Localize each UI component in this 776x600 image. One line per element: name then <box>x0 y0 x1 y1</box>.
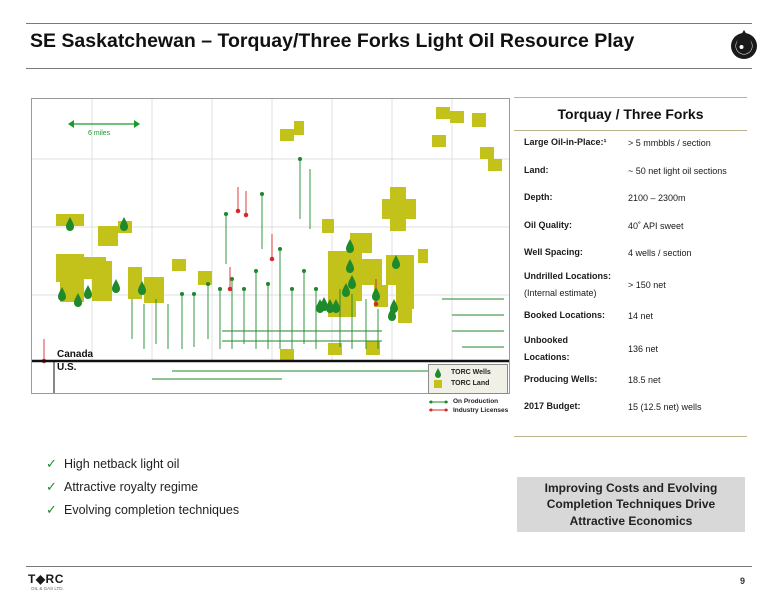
row-label: Large Oil-in-Place:¹ <box>524 134 628 151</box>
scale-bar-left-arrow-icon <box>68 120 74 128</box>
torc-land-parcels <box>56 107 502 361</box>
row-label: Booked Locations: <box>524 307 628 324</box>
row-budget: 2017 Budget: 15 (12.5 net) wells <box>524 398 747 415</box>
row-label: 2017 Budget: <box>524 398 628 415</box>
panel-bottom-rule <box>514 436 747 437</box>
bullet-item: ✓ Evolving completion techniques <box>46 498 239 521</box>
row-label-note: (Internal estimate) <box>524 285 628 302</box>
legend-licenses-label: Industry Licenses <box>453 407 508 414</box>
land-legend-swatch <box>434 380 442 388</box>
canada-label: Canada <box>57 349 93 360</box>
checkmark-icon: ✓ <box>46 479 64 495</box>
torc-logo-subtext: OIL & GAS LTD. <box>31 586 64 591</box>
row-label: Well Spacing: <box>524 244 628 261</box>
callout-line: Attractive Economics <box>545 513 718 530</box>
map-legend: TORC Wells TORC Land <box>428 364 508 394</box>
scale-bar-right-arrow-icon <box>134 120 140 128</box>
checkmark-icon: ✓ <box>46 456 64 472</box>
producing-wells-laterals <box>132 157 504 379</box>
callout-line: Completion Techniques Drive <box>545 496 718 513</box>
row-label: Unbooked <box>524 332 628 349</box>
bullet-text: Attractive royalty regime <box>64 480 198 494</box>
torc-well-icon <box>120 217 128 231</box>
row-unbooked: Unbooked Locations: 136 net <box>524 332 747 366</box>
panel-heading: Torquay / Three Forks <box>514 97 747 131</box>
row-label: Depth: <box>524 189 628 206</box>
page-number: 9 <box>740 576 745 586</box>
row-oil-in-place: Large Oil-in-Place:¹ > 5 mmbbls / sectio… <box>524 134 747 151</box>
bullet-text: Evolving completion techniques <box>64 503 239 517</box>
row-label-line2: Locations: <box>524 349 628 366</box>
row-land: Land: ~ 50 net light oil sections <box>524 162 747 179</box>
row-label: Undrilled Locations: <box>524 268 628 285</box>
callout-box: Improving Costs and Evolving Completion … <box>517 477 745 532</box>
row-label: Producing Wells: <box>524 371 628 388</box>
row-value: 14 net <box>628 311 747 321</box>
legend-wells-label: TORC Wells <box>451 369 491 376</box>
footer-rule <box>26 566 752 567</box>
checkmark-icon: ✓ <box>46 502 64 518</box>
legend-production-label: On Production <box>453 398 498 405</box>
row-value: > 150 net <box>628 280 747 290</box>
legend-land-label: TORC Land <box>451 380 489 387</box>
oil-drop-icon <box>727 27 761 61</box>
row-oil-quality: Oil Quality: 40˚ API sweet <box>524 217 747 234</box>
row-value: 136 net <box>628 344 747 354</box>
row-value: 2100 – 2300m <box>628 193 747 203</box>
scale-label: 6 miles <box>88 130 110 137</box>
production-legend-icon <box>428 398 450 414</box>
row-depth: Depth: 2100 – 2300m <box>524 189 747 206</box>
bullet-item: ✓ High netback light oil <box>46 452 239 475</box>
row-well-spacing: Well Spacing: 4 wells / section <box>524 244 747 261</box>
row-undrilled: Undrilled Locations: (Internal estimate)… <box>524 268 747 302</box>
torc-well-icon <box>112 279 120 293</box>
torc-well-legend-icon <box>434 368 442 378</box>
resource-map[interactable] <box>31 98 510 394</box>
us-label: U.S. <box>57 362 76 373</box>
page-title: SE Saskatchewan – Torquay/Three Forks Li… <box>30 30 634 53</box>
title-rule <box>26 68 752 69</box>
top-rule <box>26 23 752 24</box>
play-summary-panel: Torquay / Three Forks <box>514 97 747 131</box>
row-value: 15 (12.5 net) wells <box>628 402 747 412</box>
callout-line: Improving Costs and Evolving <box>545 480 718 497</box>
bullet-text: High netback light oil <box>64 457 179 471</box>
torc-well-icon <box>84 285 92 299</box>
row-label: Oil Quality: <box>524 217 628 234</box>
row-value: 40˚ API sweet <box>628 221 747 231</box>
bullet-item: ✓ Attractive royalty regime <box>46 475 239 498</box>
row-label: Land: <box>524 162 628 179</box>
row-value: 18.5 net <box>628 375 747 385</box>
bullet-list: ✓ High netback light oil ✓ Attractive ro… <box>46 452 239 521</box>
row-value: > 5 mmbbls / section <box>628 138 747 148</box>
map-canvas <box>32 99 509 393</box>
row-value: 4 wells / section <box>628 248 747 258</box>
row-producing-wells: Producing Wells: 18.5 net <box>524 371 747 388</box>
row-value: ~ 50 net light oil sections <box>628 166 747 176</box>
torc-logo: T◆RC <box>28 572 64 586</box>
row-booked: Booked Locations: 14 net <box>524 307 747 324</box>
